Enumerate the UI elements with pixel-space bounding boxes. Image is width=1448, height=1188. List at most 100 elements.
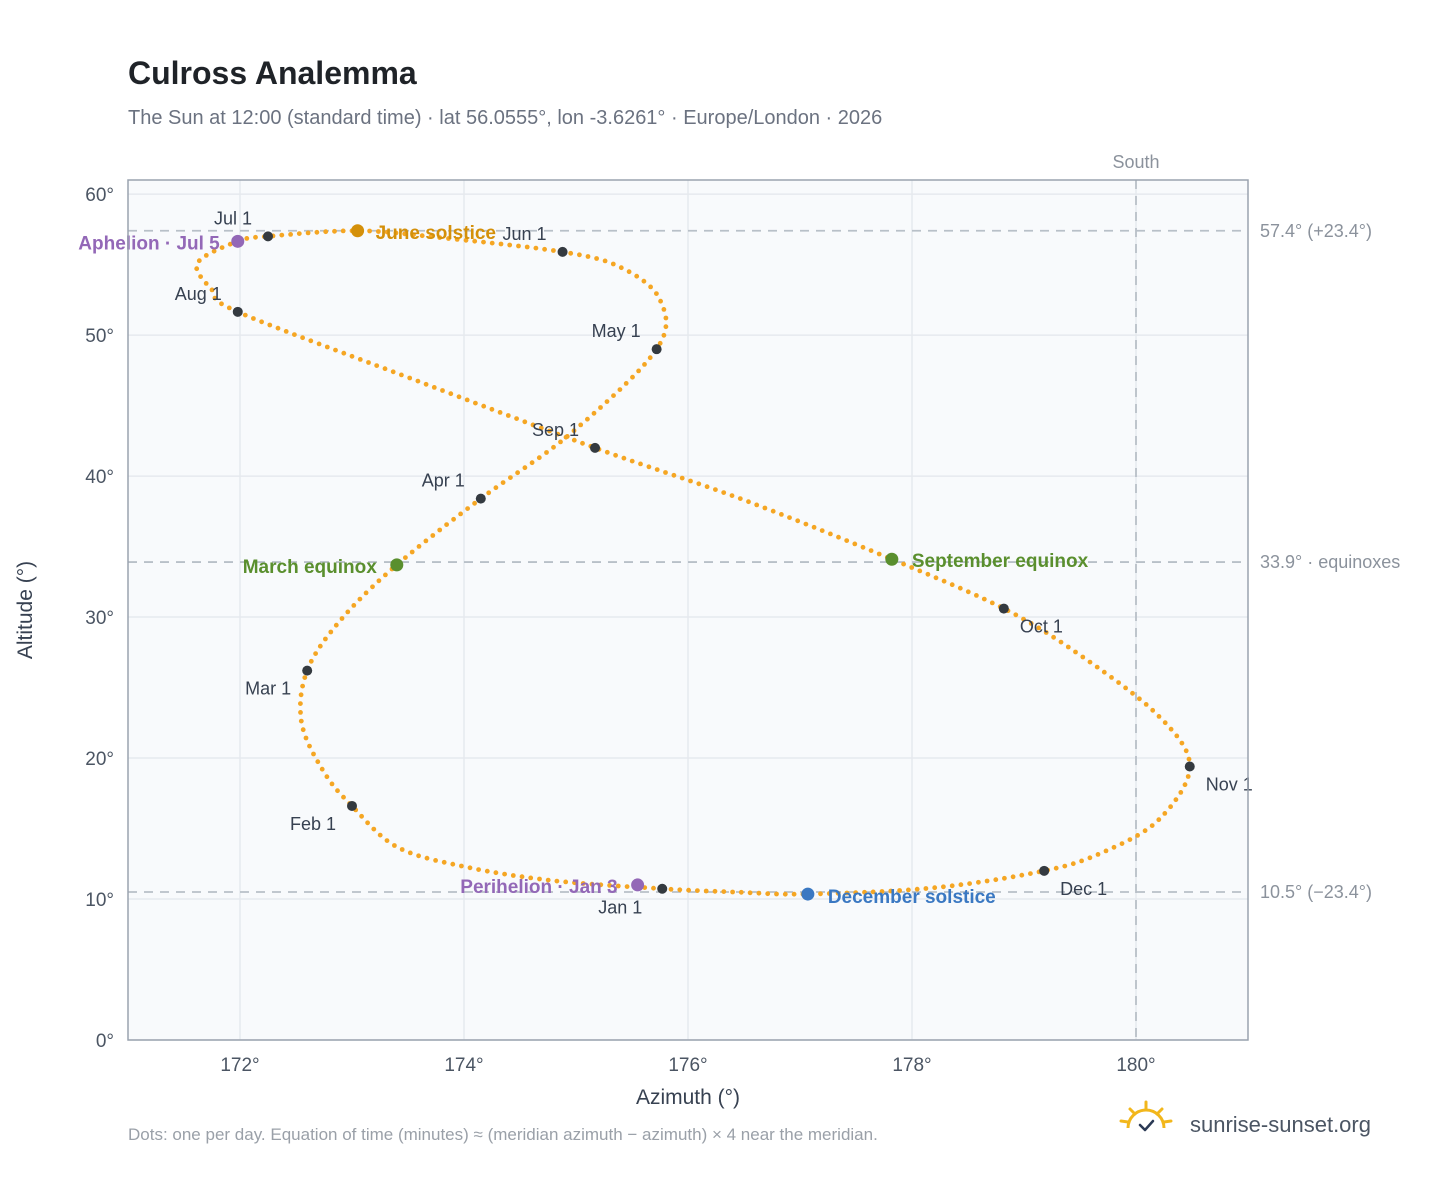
daily-dot xyxy=(516,243,521,249)
daily-dot xyxy=(844,538,850,543)
daily-dot xyxy=(1186,756,1192,762)
daily-dot xyxy=(1087,659,1093,665)
daily-dot xyxy=(497,410,503,415)
daily-dot xyxy=(481,239,486,245)
daily-dot xyxy=(933,575,939,581)
daily-dot xyxy=(571,428,577,434)
daily-dot xyxy=(366,360,371,365)
x-tick-label: 176° xyxy=(668,1055,707,1076)
month-marker xyxy=(1039,865,1050,876)
daily-dot xyxy=(311,751,316,757)
daily-dot xyxy=(774,891,779,897)
daily-dot xyxy=(547,428,552,434)
daily-dot xyxy=(1174,733,1180,739)
daily-dot xyxy=(1183,748,1189,754)
daily-dot xyxy=(298,718,304,724)
daily-dot xyxy=(932,885,938,891)
daily-dot xyxy=(423,381,429,387)
daily-dot xyxy=(1053,865,1059,871)
daily-dot xyxy=(323,636,328,642)
daily-dot xyxy=(577,252,582,258)
daily-dot xyxy=(563,434,569,440)
y-tick-label: 30° xyxy=(85,608,114,629)
daily-dot xyxy=(746,499,751,505)
daily-dot xyxy=(630,374,635,380)
daily-dot xyxy=(756,890,762,896)
daily-dot xyxy=(198,274,204,279)
daily-dot xyxy=(621,455,627,461)
month-marker xyxy=(302,665,313,676)
daily-dot xyxy=(636,368,641,374)
daily-dot xyxy=(283,329,289,334)
daily-dot xyxy=(1058,639,1064,645)
daily-dot xyxy=(811,524,817,530)
x-tick-label: 174° xyxy=(444,1055,483,1076)
daily-dot xyxy=(349,353,355,359)
daily-dot xyxy=(654,467,660,472)
daily-dot xyxy=(642,362,647,367)
daily-dot xyxy=(844,890,850,896)
daily-dot xyxy=(641,278,647,284)
daily-dot xyxy=(1043,630,1049,635)
daily-dot xyxy=(853,890,859,896)
daily-dot xyxy=(298,710,303,715)
daily-dot xyxy=(333,622,339,628)
month-marker xyxy=(475,493,486,504)
daily-dot xyxy=(341,350,347,356)
daily-dot xyxy=(1028,621,1034,626)
daily-dot xyxy=(357,596,363,602)
daily-dot xyxy=(897,888,902,893)
daily-dot xyxy=(481,403,487,409)
daily-dot xyxy=(554,878,560,884)
daily-dot xyxy=(209,287,215,293)
daily-dot xyxy=(288,232,293,237)
daily-dot xyxy=(1168,804,1173,810)
daily-dot xyxy=(329,781,335,787)
daily-dot xyxy=(1168,726,1174,732)
daily-dot xyxy=(1178,790,1184,795)
daily-dot xyxy=(1079,858,1084,864)
daily-dot xyxy=(879,889,885,894)
daily-dot xyxy=(598,405,603,410)
daily-dot xyxy=(604,449,610,455)
daily-dot xyxy=(319,766,325,772)
daily-dot xyxy=(424,855,430,861)
daily-dot xyxy=(409,549,415,555)
daily-dot xyxy=(862,889,867,895)
month-marker xyxy=(657,883,668,894)
daily-dot xyxy=(498,241,504,247)
daily-dot xyxy=(695,888,700,893)
daily-dot xyxy=(335,788,340,794)
reference-label: 33.9° · equinoxes xyxy=(1260,552,1400,572)
daily-dot xyxy=(522,465,528,471)
daily-dot xyxy=(974,593,979,598)
grid xyxy=(128,180,1248,1041)
daily-dot xyxy=(1179,740,1185,746)
daily-dot xyxy=(1137,696,1142,702)
daily-dot xyxy=(914,886,920,892)
daily-dot xyxy=(580,881,586,886)
daily-dot xyxy=(472,500,477,506)
daily-dot xyxy=(305,230,311,236)
daily-dot xyxy=(555,431,561,437)
daily-dot xyxy=(340,228,346,234)
daily-dot xyxy=(901,561,906,567)
daily-dot xyxy=(663,470,668,475)
daily-dot xyxy=(1010,874,1016,880)
daily-dot xyxy=(589,881,595,887)
daily-dot xyxy=(787,515,792,520)
daily-dot xyxy=(448,391,454,397)
daily-dot xyxy=(949,582,955,588)
daily-dot xyxy=(941,884,946,890)
daily-dot xyxy=(1143,702,1149,707)
daily-dot xyxy=(984,878,990,884)
daily-dot xyxy=(613,452,618,458)
daily-dot xyxy=(403,555,408,560)
event-marker xyxy=(351,224,365,238)
daily-dot xyxy=(648,284,653,290)
daily-dot xyxy=(440,388,445,393)
month-label: Oct 1 xyxy=(1020,617,1063,637)
daily-dot xyxy=(607,883,612,888)
daily-dot xyxy=(1150,707,1156,713)
daily-dot xyxy=(505,413,511,418)
